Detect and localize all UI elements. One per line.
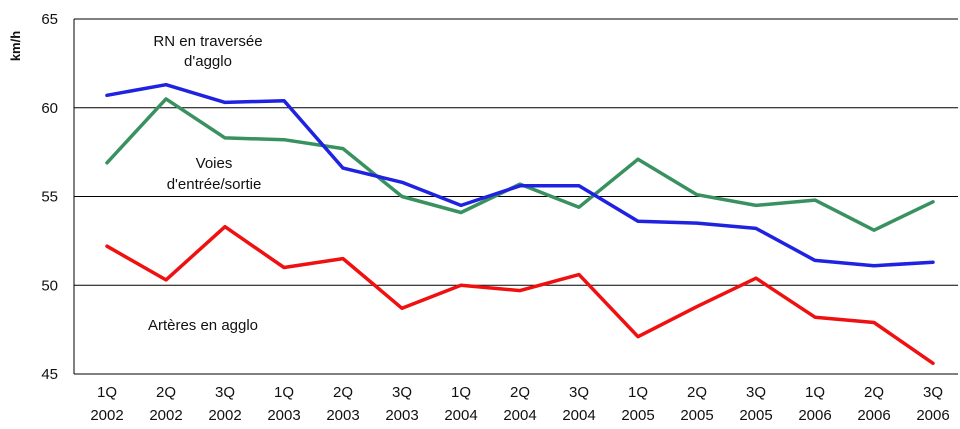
y-tick-label: 50 <box>41 277 58 294</box>
x-tick-label-quarter: 3Q <box>569 384 589 401</box>
x-tick-label-quarter: 2Q <box>333 384 353 401</box>
x-tick-label-year: 2003 <box>267 407 300 424</box>
x-tick-label-year: 2005 <box>621 407 654 424</box>
x-tick-label-year: 2005 <box>680 407 713 424</box>
x-tick-label-year: 2002 <box>208 407 241 424</box>
series-labels: RN en traversée d'agglo Voies d'entrée/sort… <box>148 33 263 334</box>
x-tick-label-quarter: 1Q <box>97 384 117 401</box>
x-tick-label-year: 2002 <box>149 407 182 424</box>
x-tick-label-year: 2006 <box>857 407 890 424</box>
series-line <box>105 224 935 366</box>
x-tick-label-quarter: 1Q <box>274 384 294 401</box>
x-tick-label-quarter: 3Q <box>215 384 235 401</box>
x-tick-label-quarter: 2Q <box>510 384 530 401</box>
x-tick-label-year: 2004 <box>444 407 477 424</box>
x-tick-label-year: 2004 <box>562 407 595 424</box>
x-tick-label-quarter: 2Q <box>156 384 176 401</box>
x-tick-label-year: 2003 <box>385 407 418 424</box>
y-tick-label: 60 <box>41 100 58 117</box>
x-tick-label-year: 2006 <box>798 407 831 424</box>
y-tick-label: 45 <box>41 366 58 383</box>
grid-lines <box>73 18 958 375</box>
x-tick-label-year: 2002 <box>90 407 123 424</box>
x-tick-label-quarter: 3Q <box>392 384 412 401</box>
x-tick-label-quarter: 1Q <box>451 384 471 401</box>
y-axis: 45 50 55 60 65 <box>41 11 58 383</box>
x-tick-label-year: 2005 <box>739 407 772 424</box>
y-tick-label: 65 <box>41 11 58 28</box>
series-label: Voies <box>196 155 233 172</box>
x-tick-label-quarter: 2Q <box>864 384 884 401</box>
x-tick-label-year: 2004 <box>503 407 536 424</box>
x-tick-label-year: 2003 <box>326 407 359 424</box>
x-tick-label-quarter: 2Q <box>687 384 707 401</box>
series-label: RN en traversée <box>153 33 262 50</box>
y-axis-unit-label: km/h <box>8 31 23 61</box>
series-label: d'agglo <box>184 53 232 70</box>
x-axis: 1Q 2002 2Q 2002 3Q 2002 1Q 2003 2Q 2003 3Q 2003 1Q 20… <box>90 384 949 424</box>
series-label: Artères en agglo <box>148 317 258 334</box>
x-tick-label-quarter: 1Q <box>628 384 648 401</box>
series-label: d'entrée/sortie <box>167 176 262 193</box>
y-tick-label: 55 <box>41 189 58 206</box>
x-tick-label-year: 2006 <box>916 407 949 424</box>
series-lines <box>105 82 935 366</box>
x-tick-label-quarter: 3Q <box>746 384 766 401</box>
x-tick-label-quarter: 1Q <box>805 384 825 401</box>
x-tick-label-quarter: 3Q <box>923 384 943 401</box>
series-line <box>105 82 935 268</box>
